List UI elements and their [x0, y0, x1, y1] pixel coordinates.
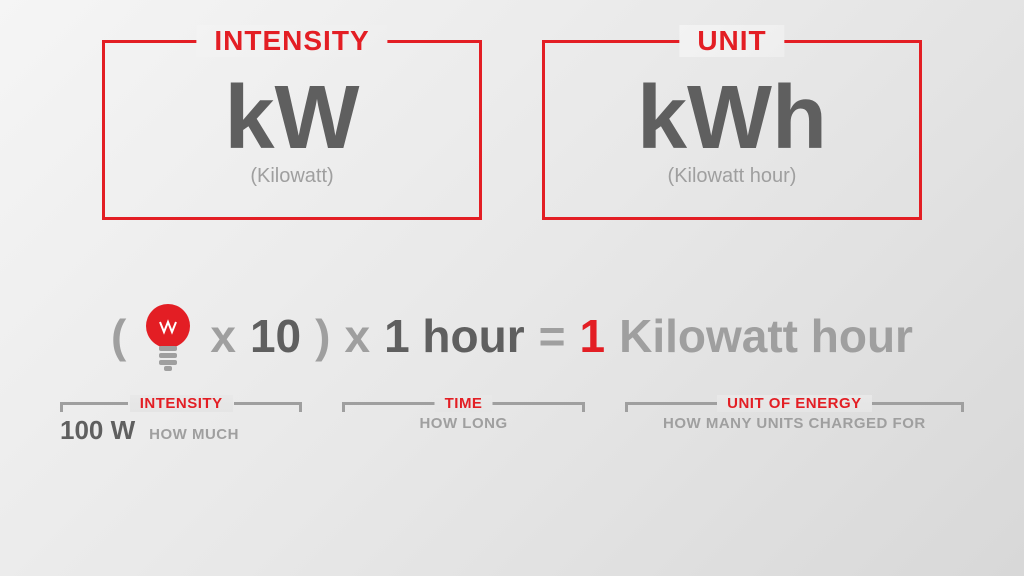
intensity-box-sub: (Kilowatt) — [250, 165, 333, 188]
times-1: x — [210, 309, 236, 363]
bracket-intensity-value: 100 W — [60, 415, 135, 446]
paren-open: ( — [111, 309, 126, 363]
bracket-intensity: INTENSITY 100 W HOW MUCH — [60, 402, 302, 446]
top-boxes-row: INTENSITY kW (Kilowatt) UNIT kWh (Kilowa… — [0, 0, 1024, 220]
bracket-intensity-label: INTENSITY — [130, 395, 233, 412]
unit-box: UNIT kWh (Kilowatt hour) — [542, 40, 922, 220]
lightbulb-icon — [140, 300, 196, 372]
result-text: Kilowatt hour — [619, 309, 913, 363]
bracket-unit-energy: UNIT OF ENERGY HOW MANY UNITS CHARGED FO… — [625, 402, 964, 446]
bracket-time-desc: HOW LONG — [419, 415, 507, 432]
unit-box-main: kWh — [637, 73, 827, 163]
bracket-unit-energy-desc: HOW MANY UNITS CHARGED FOR — [663, 415, 926, 432]
bracket-time: TIME HOW LONG — [342, 402, 584, 446]
paren-close: ) — [315, 309, 330, 363]
bracket-unit-energy-label: UNIT OF ENERGY — [717, 395, 872, 412]
unit-box-sub: (Kilowatt hour) — [668, 165, 797, 188]
duration: 1 hour — [384, 309, 525, 363]
bracket-intensity-desc: HOW MUCH — [149, 426, 239, 443]
equals: = — [539, 309, 566, 363]
intensity-box: INTENSITY kW (Kilowatt) — [102, 40, 482, 220]
unit-box-label: UNIT — [679, 25, 784, 57]
equation-row: ( x 10 ) x 1 hour = 1 Kilowatt hour — [0, 300, 1024, 372]
result-number: 1 — [580, 309, 606, 363]
times-2: x — [344, 309, 370, 363]
brackets-row: INTENSITY 100 W HOW MUCH TIME HOW LONG U… — [0, 372, 1024, 446]
intensity-box-main: kW — [225, 73, 360, 163]
intensity-box-label: INTENSITY — [196, 25, 387, 57]
bracket-time-label: TIME — [435, 395, 493, 412]
count-10: 10 — [250, 309, 301, 363]
